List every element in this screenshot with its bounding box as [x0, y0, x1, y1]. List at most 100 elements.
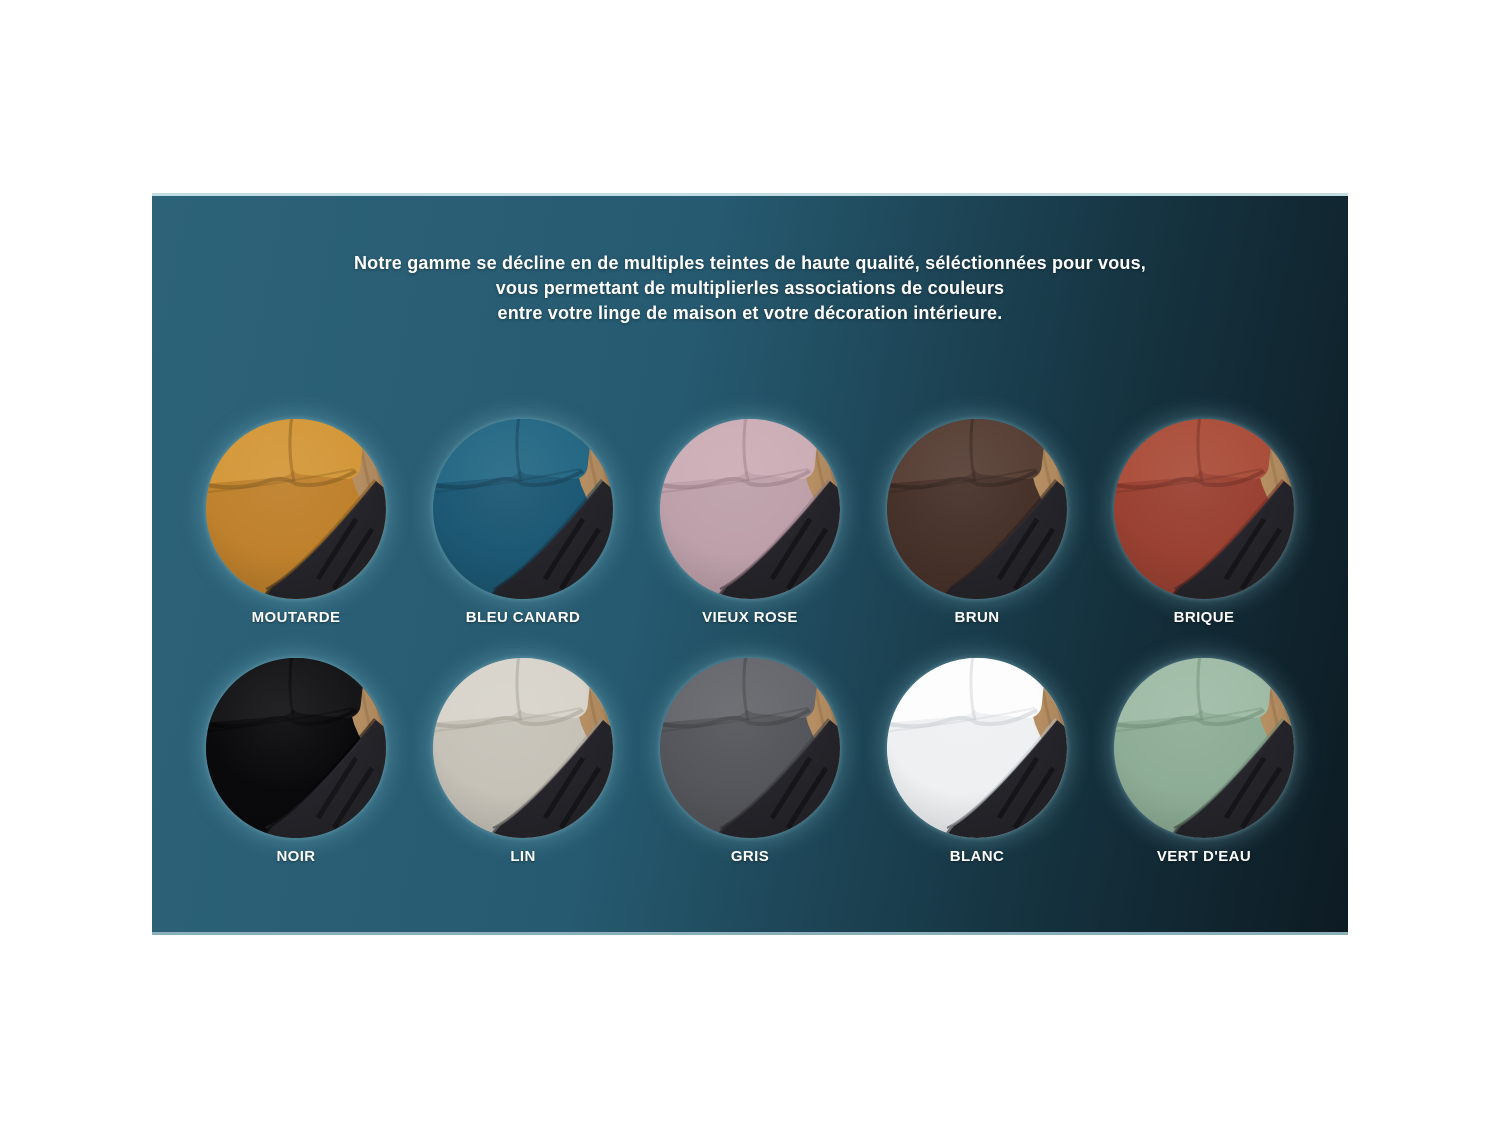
- swatch-vieux-rose: VIEUX ROSE: [660, 419, 840, 627]
- pillow-left: [887, 658, 978, 724]
- bed-photo: [1114, 419, 1294, 599]
- intro-line-2: vous permettant de multiplierles associa…: [495, 278, 1005, 298]
- color-range-banner: Notre gamme se décline en de multiples t…: [152, 193, 1348, 935]
- pillow-right: [742, 658, 822, 719]
- pillow-bottom-shadow: [887, 708, 1038, 729]
- swatch-vert-deau: VERT D'EAU: [1114, 658, 1294, 866]
- swatch-label: GRIS: [730, 848, 770, 865]
- bed-photo: [433, 419, 613, 599]
- sheet-drape-shadow: [1167, 479, 1285, 599]
- pillow-left: [660, 419, 751, 485]
- mattress-edge: [887, 468, 1036, 494]
- swatch-label: LIN: [510, 848, 536, 865]
- pillow-left: [1114, 419, 1205, 485]
- bed-photo: [887, 419, 1067, 599]
- mattress-edge: [660, 707, 809, 733]
- intro-line-3: entre votre linge de maison et votre déc…: [497, 303, 1003, 323]
- swatch-brique: BRIQUE: [1114, 419, 1294, 627]
- bed-scene: [433, 419, 613, 599]
- pillow-right: [515, 658, 595, 719]
- pillow-gap-shadow: [515, 658, 523, 721]
- intro-text: Notre gamme se décline en de multiples t…: [152, 196, 1348, 326]
- bed-base: [488, 720, 613, 838]
- sheet-drape-shadow: [1167, 718, 1285, 838]
- pillow-bottom-shadow: [1114, 469, 1265, 490]
- pillow-gap-shadow: [742, 419, 750, 482]
- sheet-drape-shadow: [259, 479, 377, 599]
- sheet-drape-shadow: [940, 718, 1058, 838]
- pillow-left: [1114, 658, 1205, 724]
- bed-base: [1169, 481, 1294, 599]
- pillow-bottom-shadow: [660, 708, 811, 729]
- mattress-edge: [1114, 707, 1263, 733]
- mattress-edge: [887, 707, 1036, 733]
- sheet-drape-shadow: [486, 479, 604, 599]
- pillow-gap-shadow: [1196, 419, 1204, 482]
- mattress-edge: [206, 468, 355, 494]
- bed-scene: [1114, 419, 1294, 599]
- sheet-drape-shadow: [713, 718, 831, 838]
- swatch-label: BLEU CANARD: [465, 609, 581, 626]
- pillow-gap-shadow: [288, 658, 296, 721]
- bed-scene: [887, 419, 1067, 599]
- pillow-right: [969, 658, 1049, 719]
- bed-base: [942, 481, 1067, 599]
- bed-photo: [206, 419, 386, 599]
- bed-scene: [660, 658, 840, 838]
- bed-photo: [660, 419, 840, 599]
- intro-line-1: Notre gamme se décline en de multiples t…: [353, 253, 1146, 273]
- bed-base-streaks: [1223, 756, 1283, 830]
- swatch-label: BRIQUE: [1173, 609, 1235, 626]
- swatch-bleu-canard: BLEU CANARD: [433, 419, 613, 627]
- bed-base-streaks: [996, 756, 1056, 830]
- pillow-gap-shadow: [969, 658, 977, 721]
- bed-base: [261, 720, 386, 838]
- bed-photo: [660, 658, 840, 838]
- pillow-left: [206, 419, 297, 485]
- pillow-right: [1196, 419, 1276, 480]
- mattress-edge: [433, 707, 582, 733]
- swatch-label: NOIR: [276, 848, 316, 865]
- bed-scene: [887, 658, 1067, 838]
- bed-base: [715, 720, 840, 838]
- pillow-gap-shadow: [515, 419, 523, 482]
- bed-base-streaks: [769, 756, 829, 830]
- bed-photo: [1114, 658, 1294, 838]
- pillow-left: [433, 658, 524, 724]
- mattress-edge: [660, 468, 809, 494]
- bed-base-streaks: [542, 517, 602, 591]
- bed-base-streaks: [315, 756, 375, 830]
- pillow-bottom-shadow: [660, 469, 811, 490]
- bed-base-streaks: [542, 756, 602, 830]
- mattress-edge: [1114, 468, 1263, 494]
- swatch-label: MOUTARDE: [251, 609, 341, 626]
- swatch-row-2: NOIR LIN: [152, 658, 1348, 866]
- bed-base: [942, 720, 1067, 838]
- bed-photo: [206, 658, 386, 838]
- mattress-edge: [206, 707, 355, 733]
- pillow-right: [969, 419, 1049, 480]
- swatch-brun: BRUN: [887, 419, 1067, 627]
- bed-base-streaks: [315, 517, 375, 591]
- bed-base-streaks: [1223, 517, 1283, 591]
- bed-base-streaks: [996, 517, 1056, 591]
- bed-scene: [660, 419, 840, 599]
- bed-scene: [1114, 658, 1294, 838]
- swatch-label: VIEUX ROSE: [702, 609, 798, 626]
- swatch-label: VERT D'EAU: [1156, 848, 1252, 865]
- pillow-gap-shadow: [969, 419, 977, 482]
- bed-scene: [433, 658, 613, 838]
- pillow-right: [742, 419, 822, 480]
- sheet-drape-shadow: [713, 479, 831, 599]
- bed-base: [261, 481, 386, 599]
- pillow-right: [1196, 658, 1276, 719]
- bed-base: [715, 481, 840, 599]
- pillow-bottom-shadow: [887, 469, 1038, 490]
- swatch-gris: GRIS: [660, 658, 840, 866]
- pillow-bottom-shadow: [206, 469, 357, 490]
- bed-base: [1169, 720, 1294, 838]
- pillow-bottom-shadow: [433, 708, 584, 729]
- swatch-row-1: MOUTARDE BLEU CANARD: [152, 419, 1348, 627]
- bed-base-streaks: [769, 517, 829, 591]
- pillow-right: [288, 419, 368, 480]
